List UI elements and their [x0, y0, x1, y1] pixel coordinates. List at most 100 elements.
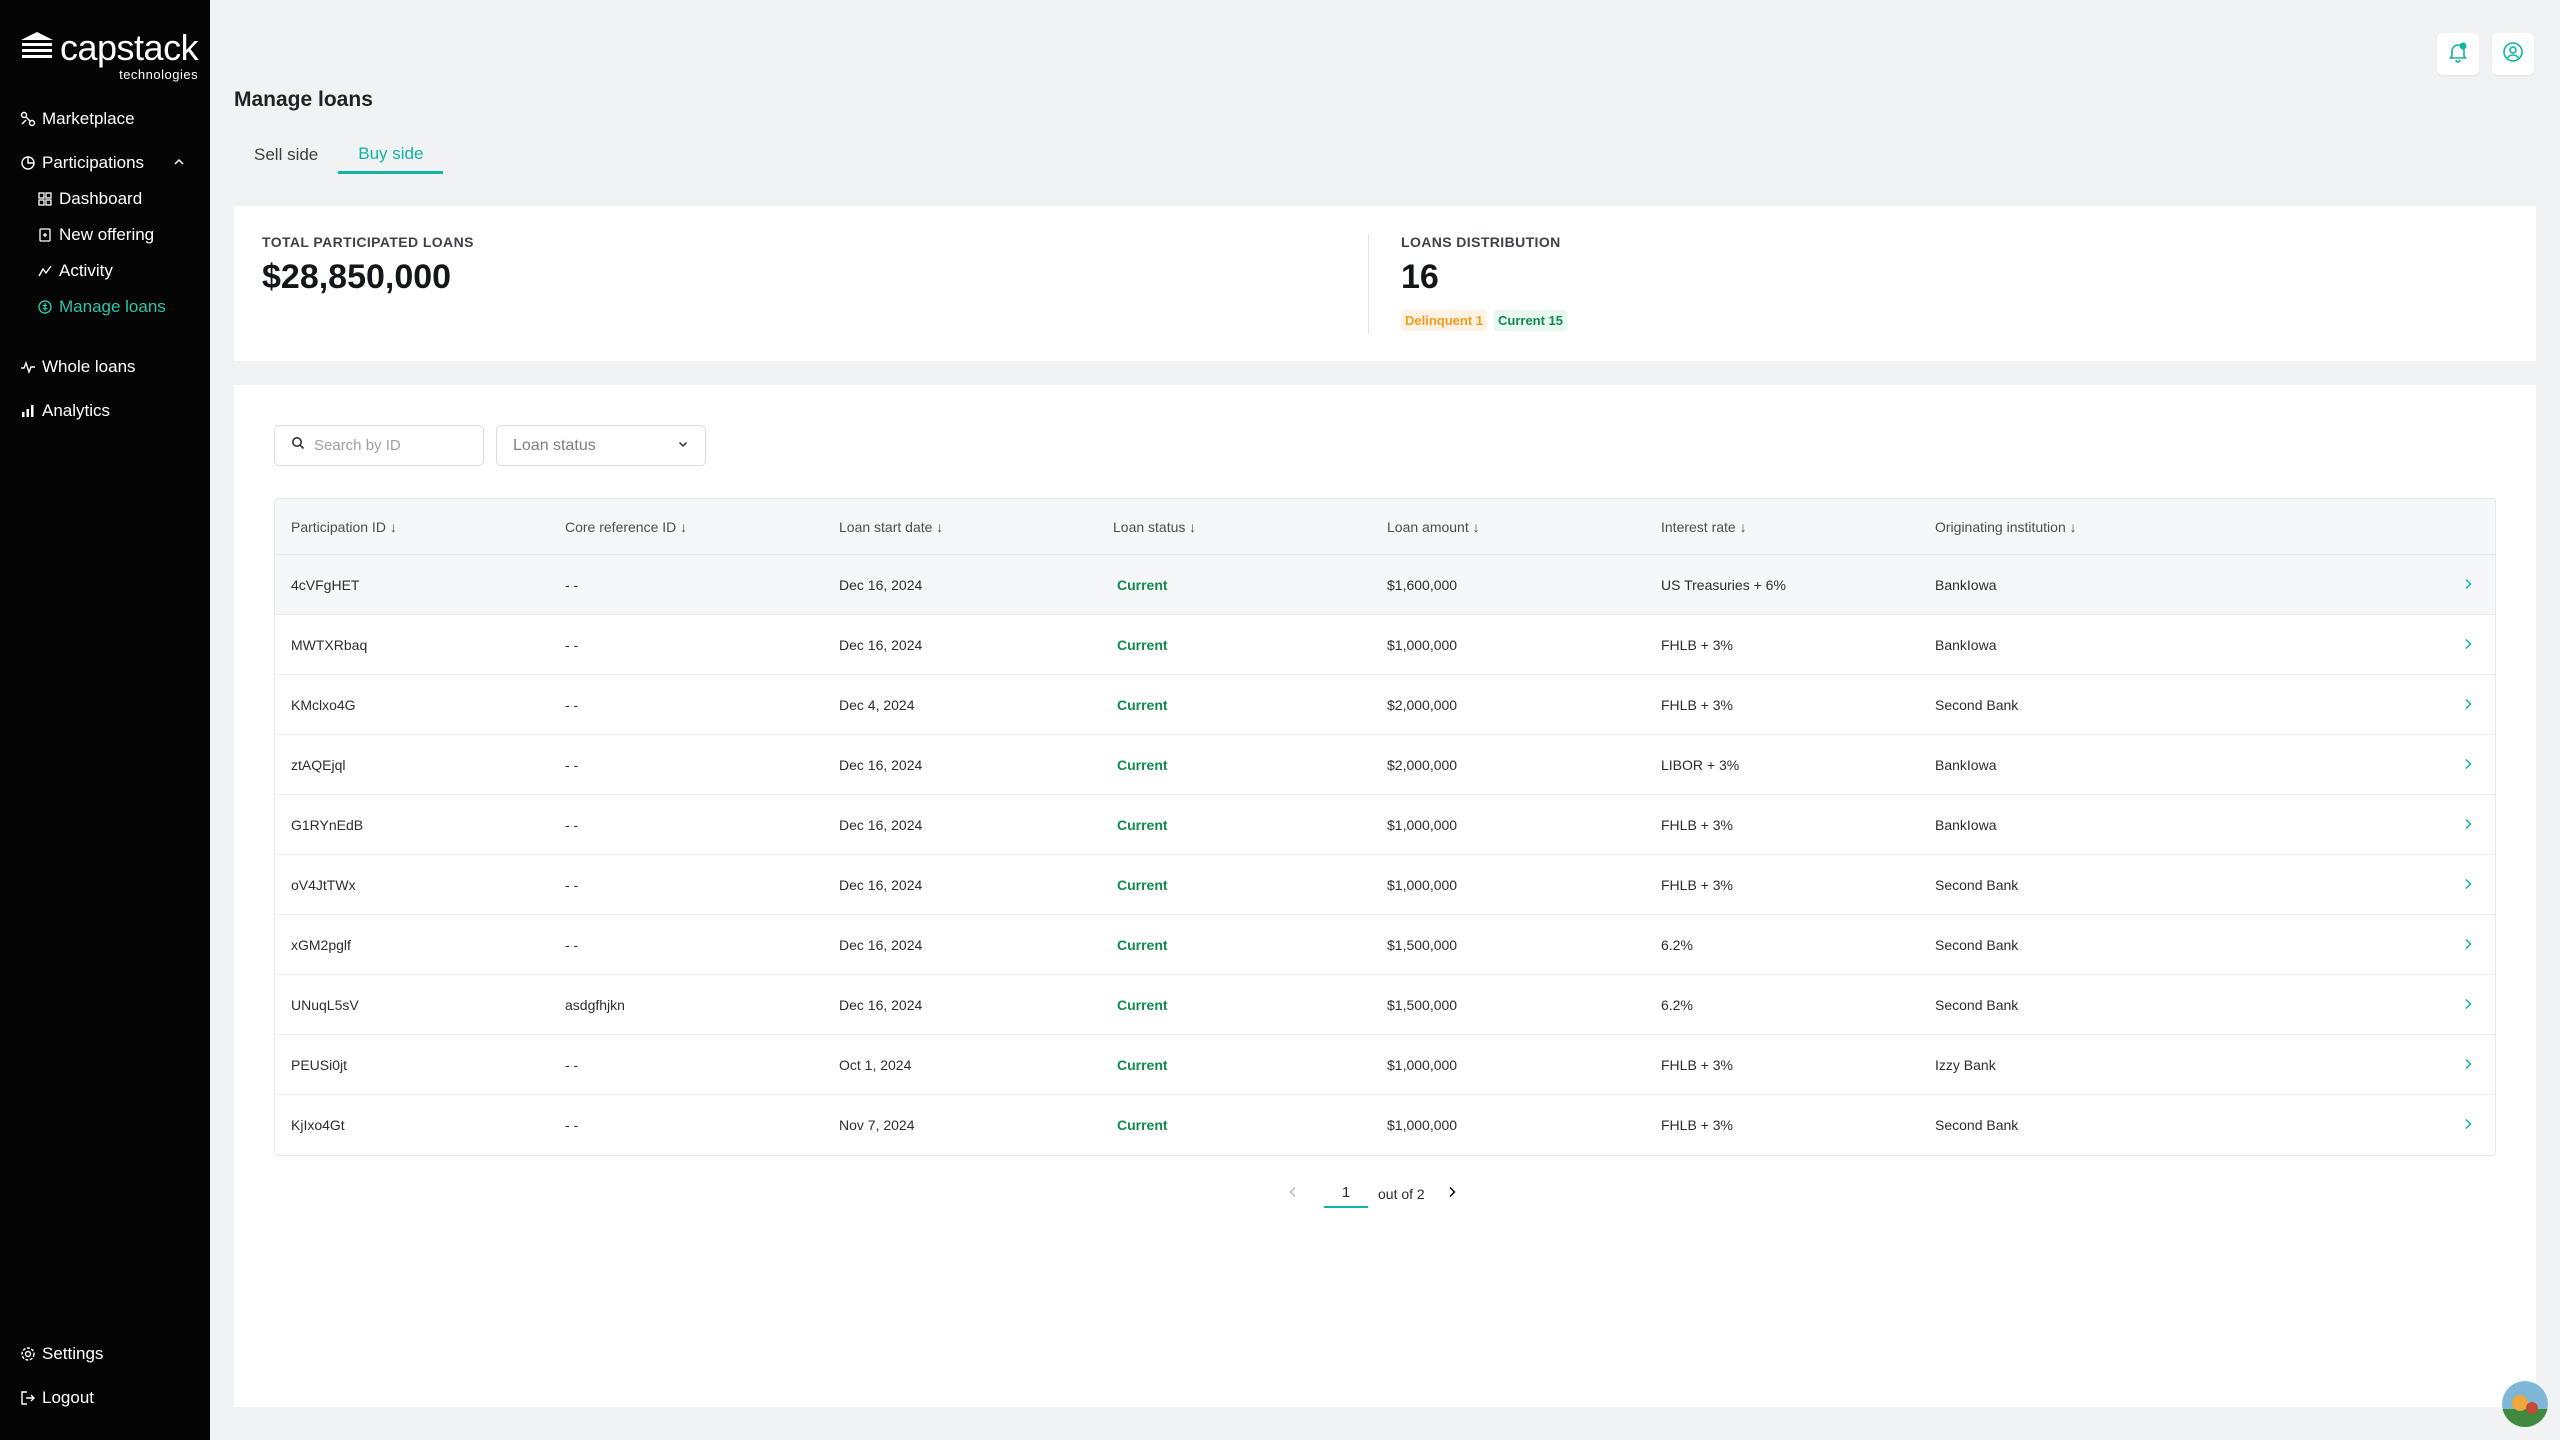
pie-chart-icon [20, 155, 36, 171]
nav-marketplace-label: Marketplace [42, 109, 135, 128]
sidebar: capstack technologies Marketplace Partic… [0, 0, 210, 1440]
cell-loan-status: Current [1117, 636, 1168, 653]
table-row[interactable]: G1RYnEdB - - Dec 16, 2024 Current $1,000,000… [275, 795, 2495, 855]
table-row[interactable]: xGM2pglf - - Dec 16, 2024 Current $1,500,000… [275, 915, 2495, 975]
row-chevron-right-icon[interactable] [2461, 937, 2475, 954]
row-chevron-right-icon[interactable] [2461, 757, 2475, 774]
table-row[interactable]: UNuqL5sV asdgfhjkn Dec 16, 2024 Current $1,5… [275, 975, 2495, 1035]
cell-loan-amount: $2,000,000 [1387, 696, 1458, 713]
row-chevron-right-icon[interactable] [2461, 1057, 2475, 1074]
logout-icon [20, 1390, 36, 1406]
row-chevron-right-icon[interactable] [2461, 637, 2475, 654]
chevron-down-icon [677, 437, 689, 455]
nav-analytics-label: Analytics [42, 401, 111, 420]
next-page-button[interactable] [1445, 1185, 1459, 1204]
row-chevron-right-icon[interactable] [2461, 1117, 2475, 1134]
header-loan-amount[interactable]: Loan amount ↓ [1387, 518, 1480, 535]
nav-new-offering[interactable]: New offering [37, 222, 154, 248]
summary-card: TOTAL PARTICIPATED LOANS $28,850,000 LOA… [234, 206, 2536, 361]
header-participation-id[interactable]: Participation ID ↓ [291, 518, 397, 535]
loans-distribution-value: 16 [1401, 258, 1439, 296]
cell-loan-status: Current [1117, 876, 1168, 893]
cell-participation-id: oV4JtTWx [291, 876, 356, 893]
row-chevron-right-icon[interactable] [2461, 997, 2475, 1014]
nav-activity[interactable]: Activity [37, 258, 113, 284]
activity-icon [37, 263, 53, 279]
row-chevron-right-icon[interactable] [2461, 577, 2475, 594]
page-title: Manage loans [234, 88, 373, 111]
loan-status-select[interactable]: Loan status [496, 425, 706, 466]
cell-core-reference-id: - - [565, 576, 579, 593]
header-originating-institution[interactable]: Originating institution ↓ [1935, 518, 2077, 535]
capstack-logo-icon [20, 30, 54, 60]
nav-whole-loans[interactable]: Whole loans [20, 354, 136, 380]
side-tabs: Sell side Buy side [234, 136, 444, 174]
loans-table: Participation ID ↓ Core reference ID ↓ L… [274, 498, 2496, 1156]
header-core-reference-id[interactable]: Core reference ID ↓ [565, 518, 688, 535]
cell-loan-amount: $1,500,000 [1387, 936, 1458, 953]
pulse-icon [20, 359, 36, 375]
nav-manage-loans[interactable]: Manage loans [37, 294, 166, 320]
cell-participation-id: xGM2pglf [291, 936, 351, 953]
cell-loan-amount: $1,500,000 [1387, 996, 1458, 1013]
page-number-input[interactable]: 1 [1324, 1180, 1368, 1208]
cell-participation-id: KjIxo4Gt [291, 1117, 345, 1133]
search-box[interactable] [274, 425, 484, 466]
assistant-avatar-button[interactable] [2502, 1381, 2548, 1427]
cell-loan-start-date: Dec 16, 2024 [839, 936, 923, 953]
cell-originating-institution: Second Bank [1935, 876, 2019, 893]
page-total-label: out of 2 [1378, 1186, 1425, 1202]
table-row[interactable]: MWTXRbaq - - Dec 16, 2024 Current $1,000,000… [275, 615, 2495, 675]
cell-originating-institution: Second Bank [1935, 936, 2019, 953]
nav-logout[interactable]: Logout [20, 1385, 94, 1411]
gear-icon [20, 1346, 36, 1362]
nav-activity-label: Activity [59, 261, 113, 280]
header-loan-status[interactable]: Loan status ↓ [1113, 518, 1197, 535]
cell-loan-start-date: Dec 16, 2024 [839, 636, 923, 653]
chevron-up-icon[interactable] [172, 155, 186, 174]
prev-page-button[interactable] [1286, 1185, 1300, 1204]
cell-originating-institution: BankIowa [1935, 636, 1997, 653]
table-body: 4cVFgHET - - Dec 16, 2024 Current $1,600,000… [275, 555, 2495, 1155]
brand-sub: technologies [119, 67, 199, 82]
row-chevron-right-icon[interactable] [2461, 877, 2475, 894]
cell-interest-rate: LIBOR + 3% [1661, 756, 1740, 773]
table-row[interactable]: 4cVFgHET - - Dec 16, 2024 Current $1,600,000… [275, 555, 2495, 615]
row-chevron-right-icon[interactable] [2461, 817, 2475, 834]
cell-interest-rate: 6.2% [1661, 936, 1693, 953]
tab-buy-side[interactable]: Buy side [338, 136, 444, 174]
cell-participation-id: 4cVFgHET [291, 576, 360, 593]
search-input[interactable] [314, 437, 464, 454]
cell-interest-rate: FHLB + 3% [1661, 876, 1733, 893]
row-chevron-right-icon[interactable] [2461, 697, 2475, 714]
cell-loan-status: Current [1117, 996, 1168, 1013]
nav-manage-loans-label: Manage loans [59, 297, 166, 316]
table-row[interactable]: ztAQEjql - - Dec 16, 2024 Current $2,000,000… [275, 735, 2495, 795]
table-row[interactable]: oV4JtTWx - - Dec 16, 2024 Current $1,000,000… [275, 855, 2495, 915]
summary-divider [1368, 234, 1369, 334]
header-interest-rate[interactable]: Interest rate ↓ [1661, 518, 1747, 535]
cell-loan-status: Current [1117, 936, 1168, 953]
table-row[interactable]: KjIxo4Gt - - Nov 7, 2024 Current $1,000,000 F… [275, 1095, 2495, 1155]
brand-logo[interactable]: capstack technologies [20, 30, 199, 82]
bar-chart-icon [20, 403, 36, 419]
cell-loan-status: Current [1117, 1117, 1168, 1133]
cell-loan-amount: $1,000,000 [1387, 1117, 1458, 1133]
nav-logout-label: Logout [42, 1388, 94, 1407]
current-badge: Current 15 [1494, 310, 1568, 331]
nav-dashboard[interactable]: Dashboard [37, 186, 142, 212]
nav-participations[interactable]: Participations [20, 150, 144, 176]
nav-settings[interactable]: Settings [20, 1341, 103, 1367]
cell-loan-start-date: Dec 16, 2024 [839, 816, 923, 833]
cell-originating-institution: Second Bank [1935, 1117, 2019, 1133]
nav-marketplace[interactable]: Marketplace [20, 106, 135, 132]
tab-sell-side[interactable]: Sell side [254, 145, 319, 164]
header-loan-start-date[interactable]: Loan start date ↓ [839, 518, 944, 535]
cell-interest-rate: FHLB + 3% [1661, 1117, 1733, 1133]
table-row[interactable]: KMclxo4G - - Dec 4, 2024 Current $2,000,000 F… [275, 675, 2495, 735]
profile-button[interactable] [2492, 33, 2534, 75]
notifications-button[interactable] [2437, 33, 2479, 75]
nav-analytics[interactable]: Analytics [20, 398, 110, 424]
cell-loan-start-date: Dec 16, 2024 [839, 756, 923, 773]
table-row[interactable]: PEUSi0jt - - Oct 1, 2024 Current $1,000,000 F… [275, 1035, 2495, 1095]
